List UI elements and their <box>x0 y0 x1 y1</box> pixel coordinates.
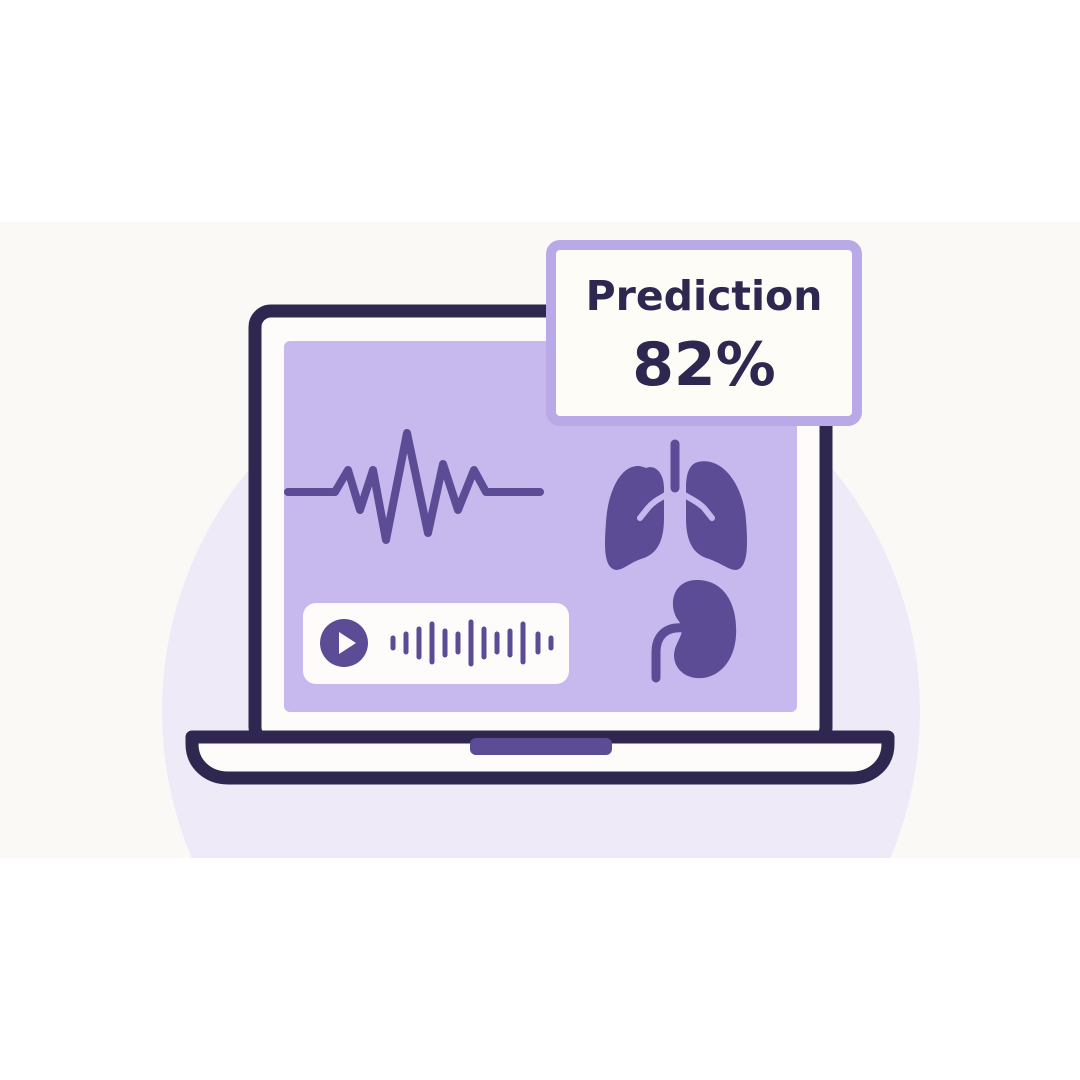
audio-player-bar <box>303 603 569 684</box>
kidney-icon <box>651 580 737 683</box>
laptop-base <box>185 730 895 785</box>
prediction-card: Prediction 82% <box>546 240 862 426</box>
laptop-notch <box>470 738 612 755</box>
heartbeat-waveform-icon <box>284 429 544 544</box>
lungs-icon <box>605 439 747 570</box>
prediction-label: Prediction <box>585 271 823 320</box>
play-button[interactable] <box>320 619 368 667</box>
prediction-value: 82% <box>632 329 776 400</box>
audio-waveform-icon <box>390 619 554 667</box>
play-icon <box>339 632 356 654</box>
